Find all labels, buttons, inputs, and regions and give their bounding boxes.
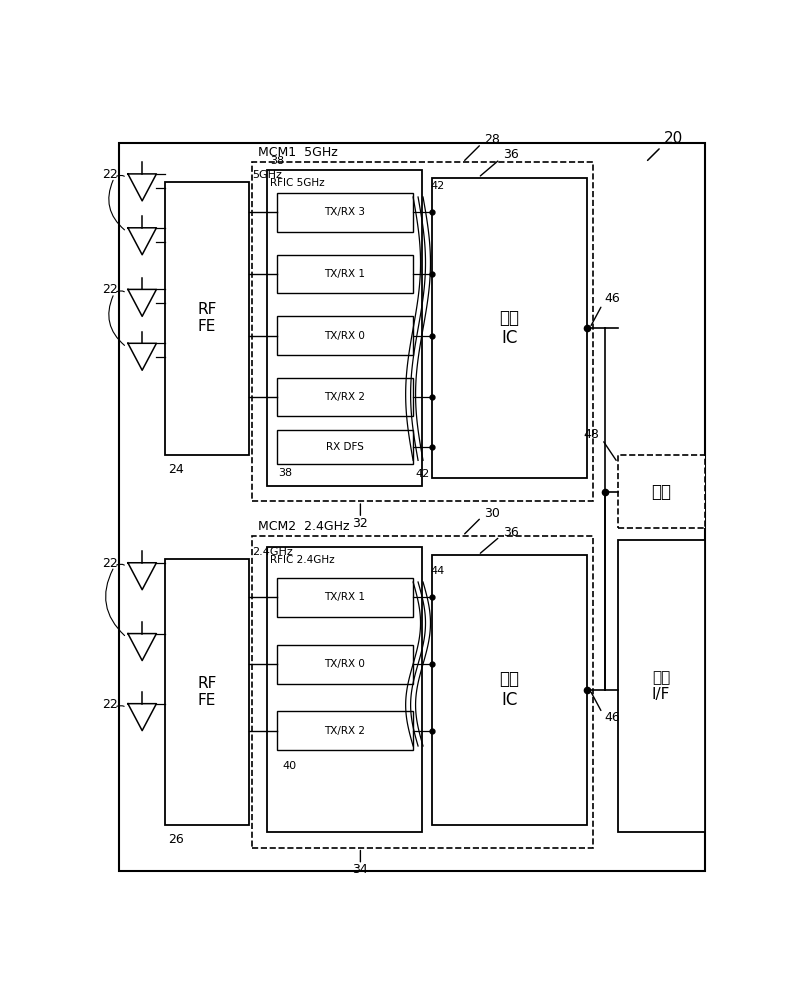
- Bar: [252, 536, 593, 848]
- Bar: [277, 193, 413, 232]
- Text: 主机
I/F: 主机 I/F: [652, 670, 670, 702]
- Text: TX/RX 1: TX/RX 1: [325, 592, 366, 602]
- Bar: [252, 162, 593, 501]
- Bar: [165, 559, 249, 825]
- Bar: [277, 316, 413, 355]
- Text: 30: 30: [485, 507, 500, 520]
- Text: TX/RX 3: TX/RX 3: [325, 207, 366, 217]
- Text: 22: 22: [102, 283, 118, 296]
- Bar: [277, 578, 413, 617]
- Text: MCM1  5GHz: MCM1 5GHz: [258, 146, 338, 159]
- Text: 48: 48: [583, 428, 599, 441]
- Text: 基带
IC: 基带 IC: [499, 308, 519, 347]
- Bar: [277, 378, 413, 416]
- Text: 主机: 主机: [651, 483, 671, 501]
- Text: RFIC 2.4GHz: RFIC 2.4GHz: [270, 555, 335, 565]
- Text: 46: 46: [604, 711, 620, 724]
- Text: MCM2  2.4GHz: MCM2 2.4GHz: [258, 520, 350, 533]
- Text: TX/RX 0: TX/RX 0: [325, 331, 366, 341]
- Text: 24: 24: [168, 463, 184, 476]
- Bar: [267, 170, 422, 486]
- Text: RFIC 5GHz: RFIC 5GHz: [270, 178, 325, 188]
- Bar: [277, 645, 413, 684]
- Text: 28: 28: [485, 133, 500, 146]
- Bar: [432, 178, 586, 478]
- Text: 2.4GHz: 2.4GHz: [252, 547, 293, 557]
- Bar: [277, 711, 413, 750]
- Bar: [618, 455, 705, 528]
- Bar: [277, 255, 413, 293]
- Text: TX/RX 1: TX/RX 1: [325, 269, 366, 279]
- Text: TX/RX 2: TX/RX 2: [325, 726, 366, 736]
- Text: RX DFS: RX DFS: [326, 442, 364, 452]
- Text: 26: 26: [168, 833, 184, 846]
- Text: 32: 32: [353, 517, 368, 530]
- Text: 42: 42: [430, 181, 445, 191]
- Text: 34: 34: [353, 863, 368, 876]
- Text: 44: 44: [430, 566, 445, 576]
- Text: 36: 36: [503, 148, 518, 161]
- Bar: [165, 182, 249, 455]
- Text: TX/RX 0: TX/RX 0: [325, 659, 366, 669]
- Text: 36: 36: [503, 526, 518, 539]
- Bar: [267, 547, 422, 832]
- Bar: [432, 555, 586, 825]
- Bar: [277, 430, 413, 464]
- Text: RF
FE: RF FE: [198, 302, 217, 334]
- Text: RF
FE: RF FE: [198, 676, 217, 708]
- Text: 5GHz: 5GHz: [252, 170, 282, 180]
- Text: 22: 22: [102, 557, 118, 570]
- Text: 38: 38: [270, 156, 285, 166]
- Text: 38: 38: [278, 468, 292, 478]
- Text: 20: 20: [664, 131, 683, 146]
- Text: TX/RX 2: TX/RX 2: [325, 392, 366, 402]
- Text: 40: 40: [283, 761, 297, 771]
- Text: 22: 22: [102, 698, 118, 711]
- Bar: [618, 540, 705, 832]
- Text: 42: 42: [415, 469, 430, 479]
- Text: 基带
IC: 基带 IC: [499, 670, 519, 709]
- Text: 46: 46: [604, 292, 620, 305]
- Text: 22: 22: [102, 168, 118, 181]
